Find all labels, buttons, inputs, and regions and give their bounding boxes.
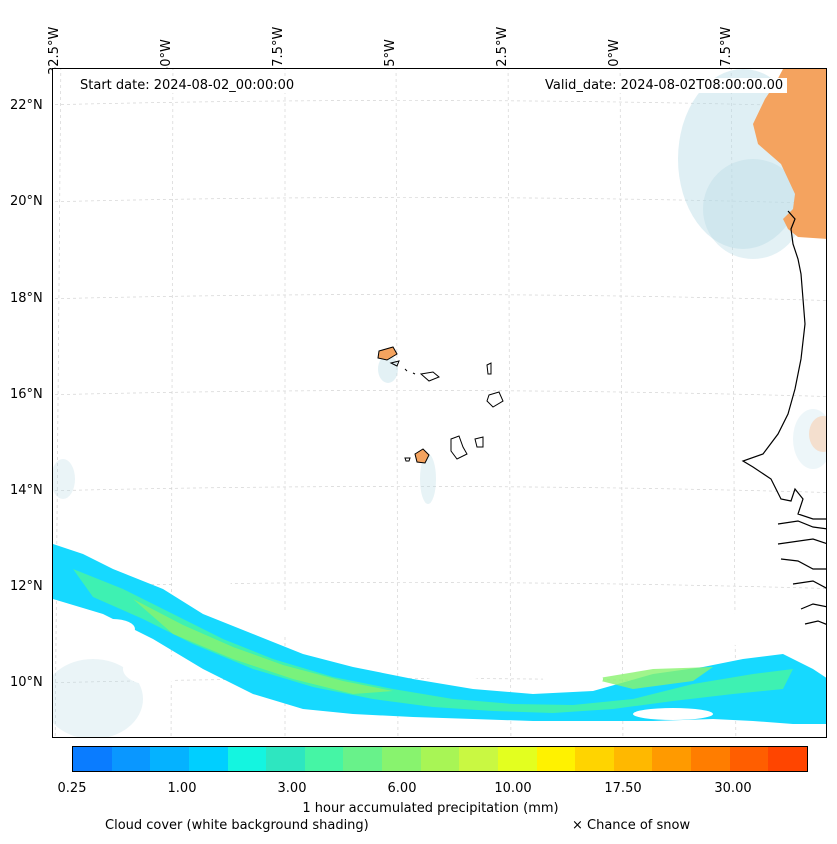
colorbar-segment [652,747,691,771]
colorbar-segment [150,747,189,771]
colorbar-segment [729,747,769,771]
latitude-label: 14°N [10,483,43,498]
valid-date-label: Valid_date: 2024-08-02T08:00:00.00 [541,78,788,93]
colorbar-tick-label: 30.00 [714,781,752,796]
colorbar-segment [575,747,614,771]
latitude-label: 18°N [10,291,43,306]
latitude-label: 12°N [10,579,43,594]
map-canvas [53,69,826,737]
land-warm-shading [753,69,826,452]
colorbar-tick-label: 0.25 [57,781,87,796]
colorbar-segment [497,747,537,771]
colorbar-segment [613,747,653,771]
colorbar-tick-label: 10.00 [494,781,532,796]
graticule [53,69,826,737]
colorbar-segment [111,747,151,771]
latitude-label: 20°N [10,194,43,209]
latitude-label: 22°N [10,98,43,113]
colorbar-segment [343,747,382,771]
colorbar-segment [691,747,730,771]
colorbar-tick-label: 6.00 [387,781,417,796]
latitude-label: 16°N [10,387,43,402]
start-date-label: Start date: 2024-08-02_00:00:00 [76,78,299,93]
colorbar-segment [266,747,305,771]
colorbar-segment [768,747,807,771]
colorbar-tick-label: 1.00 [167,781,197,796]
colorbar-segment [536,747,576,771]
map-panel [52,68,827,738]
latitude-label: 10°N [10,675,43,690]
colorbar-segment [382,747,421,771]
colorbar-segment [459,747,498,771]
snow-note: × Chance of snow [572,818,691,833]
colorbar-tick-label: 3.00 [277,781,307,796]
colorbar-tick-label: 17.50 [604,781,642,796]
colorbar-segment [304,747,344,771]
cape-verde-islands [377,346,504,464]
colorbar-segment [73,747,112,771]
colorbar-segment [420,747,460,771]
colorbar-title: 1 hour accumulated precipitation (mm) [302,801,559,816]
cloud-cover-note: Cloud cover (white background shading) [105,818,369,833]
coastline [741,210,826,625]
precipitation-field [53,544,826,724]
precipitation-colorbar [72,746,808,772]
colorbar-segment [227,747,267,771]
colorbar-segment [188,747,228,771]
